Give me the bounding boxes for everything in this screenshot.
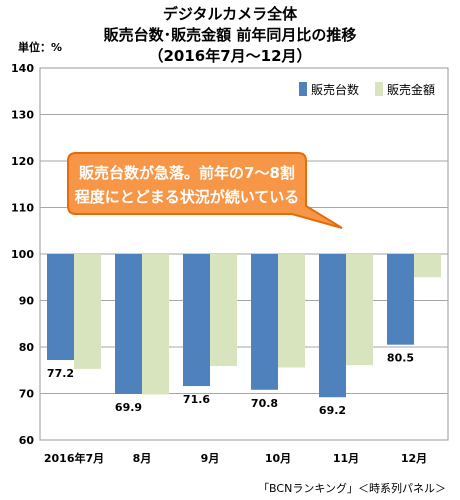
bar-series-2 — [278, 254, 305, 368]
chart-title-line-1: デジタルカメラ全体 — [163, 5, 298, 23]
legend-label-series-1: 販売台数 — [311, 82, 359, 97]
y-axis-ticks: 60 70 80 90 100 110 120 130 140 — [11, 62, 34, 447]
source-note: 「BCNランキング」＜時系列パネル＞ — [258, 481, 446, 495]
data-label: 69.2 — [319, 404, 346, 417]
annotation-line-1: 販売台数が急落。前年の7～8割 — [79, 164, 295, 182]
x-category-label: 10月 — [265, 452, 291, 465]
data-label: 69.9 — [115, 401, 142, 414]
data-label: 80.5 — [387, 352, 414, 365]
bar-series-2 — [74, 254, 101, 369]
x-axis-categories: 2016年7月 8月 9月 10月 11月 12月 — [44, 451, 427, 465]
legend-swatch-series-2 — [375, 82, 383, 96]
bar-series-2 — [414, 254, 441, 278]
y-tick-label: 120 — [11, 155, 34, 168]
y-tick-label: 90 — [19, 295, 35, 308]
x-category-label: 12月 — [401, 452, 427, 465]
data-labels: 77.2 69.9 71.6 70.8 69.2 80.5 — [47, 352, 414, 418]
legend-swatch-series-1 — [299, 82, 307, 96]
data-label: 77.2 — [47, 367, 74, 380]
bar-series-1 — [47, 254, 74, 361]
y-tick-label: 100 — [11, 248, 34, 261]
bar-series-1 — [115, 254, 142, 394]
annotation-callout: 販売台数が急落。前年の7～8割 程度にとどまる状況が続いている — [67, 152, 343, 229]
annotation-line-2: 程度にとどまる状況が続いている — [75, 188, 300, 206]
bar-series-2 — [346, 254, 373, 366]
chart-title-line-2: 販売台数･販売金額 前年同月比の推移 — [104, 26, 357, 44]
y-tick-label: 80 — [19, 341, 35, 354]
legend-label-series-2: 販売金額 — [387, 82, 435, 97]
legend: 販売台数 販売金額 — [299, 82, 435, 97]
bar-series-1 — [251, 254, 278, 390]
y-tick-label: 70 — [19, 388, 35, 401]
y-tick-label: 130 — [11, 109, 34, 122]
bar-series-1 — [387, 254, 414, 345]
bars — [47, 254, 441, 398]
y-tick-label: 60 — [19, 434, 35, 447]
bar-series-2 — [142, 254, 169, 395]
bar-series-2 — [210, 254, 237, 367]
y-tick-label: 140 — [11, 62, 34, 75]
callout-shape — [67, 152, 343, 229]
data-label: 71.6 — [183, 393, 210, 406]
bar-series-1 — [183, 254, 210, 387]
chart-title-line-3: （2016年7月～12月） — [148, 47, 311, 65]
data-label: 70.8 — [251, 397, 278, 410]
unit-label: 単位：% — [18, 40, 62, 54]
x-category-label: 9月 — [201, 452, 220, 465]
x-category-label: 8月 — [133, 452, 152, 465]
x-category-label: 11月 — [333, 452, 359, 465]
bar-series-1 — [319, 254, 346, 398]
y-tick-label: 110 — [11, 202, 34, 215]
x-category-label: 2016年7月 — [44, 451, 104, 465]
